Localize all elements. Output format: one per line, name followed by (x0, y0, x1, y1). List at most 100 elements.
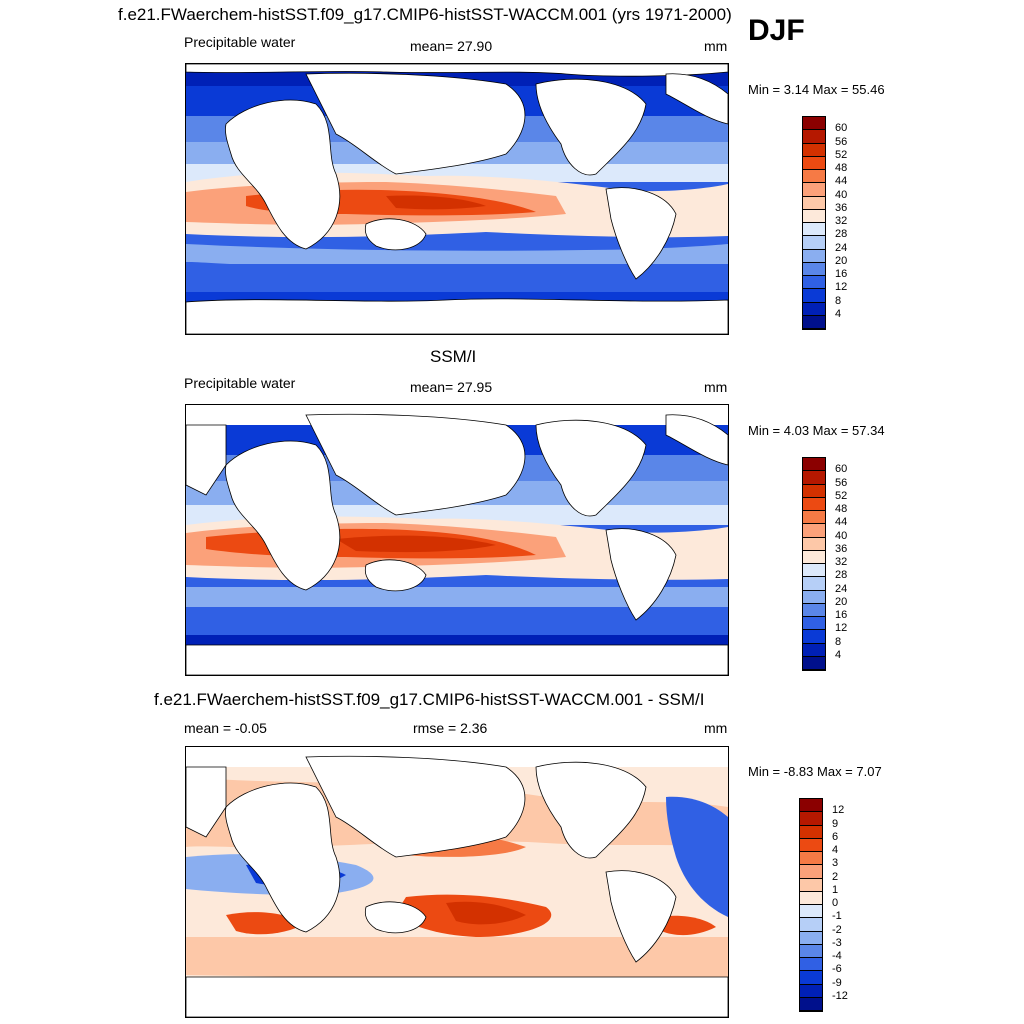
colorbar-box (803, 315, 825, 329)
colorbar-box (800, 971, 822, 985)
colorbar-tick-label: -6 (832, 963, 842, 976)
diff-map-field (186, 747, 728, 1017)
colorbar-box (803, 617, 825, 631)
diff-map (185, 746, 729, 1018)
colorbar-tick-label: 32 (835, 215, 848, 227)
colorbar-tick-label: 16 (835, 268, 848, 280)
colorbar-box (803, 156, 825, 170)
colorbar-box (803, 630, 825, 644)
colorbar-box (803, 603, 825, 617)
model-map (185, 63, 729, 335)
colorbar-tick-label: -12 (832, 989, 848, 1002)
colorbar-tick-label: 6 (832, 830, 839, 843)
colorbar-box (803, 577, 825, 591)
colorbar-tick-label: 40 (835, 529, 848, 542)
colorbar-box (803, 511, 825, 525)
colorbar-tick-label: 16 (835, 609, 848, 621)
colorbar-tick-label: 9 (832, 817, 839, 830)
colorbar-tick-label: 48 (835, 162, 848, 174)
colorbar-box (800, 918, 822, 932)
mean-label: mean= 27.90 (410, 38, 493, 54)
colorbar-box (803, 484, 825, 498)
colorbar-box (803, 643, 825, 657)
colorbar-tick-label: 60 (835, 463, 848, 476)
obs-colorbar-ticks: 60 56 52 48 44 40 36 32 28 24 20 16 12 8 4 (835, 457, 875, 669)
colorbar-box (803, 289, 825, 303)
diff-colorbar (799, 798, 823, 1012)
colorbar-tick-label: 20 (835, 254, 848, 267)
colorbar-box (803, 183, 825, 197)
colorbar-tick-label: 44 (835, 175, 848, 188)
units-label: mm (704, 38, 728, 54)
diff-colorbar-ticks: 12 9 6 4 3 2 1 0 -1 -2 -3 -4 -6 -9 -12 (832, 798, 872, 1010)
colorbar-tick-label: 4 (835, 307, 842, 320)
colorbar-tick-label: -3 (832, 936, 842, 949)
colorbar-box (803, 458, 825, 472)
model-colorbar (802, 116, 826, 330)
colorbar-box (803, 130, 825, 144)
colorbar-box (800, 997, 822, 1011)
colorbar-tick-label: 12 (835, 622, 848, 635)
colorbar-box (800, 984, 822, 998)
colorbar-box (803, 117, 825, 131)
colorbar-box (803, 302, 825, 316)
colorbar-box (800, 958, 822, 972)
colorbar-tick-label: 4 (832, 844, 839, 856)
colorbar-tick-label: 36 (835, 201, 848, 214)
model-map-field (186, 64, 728, 334)
colorbar-box (803, 143, 825, 157)
colorbar-box (803, 236, 825, 250)
colorbar-box (803, 249, 825, 263)
min-max-label: Min = -8.83 Max = 7.07 (748, 764, 882, 779)
mean-label: mean= 27.95 (410, 379, 493, 395)
colorbar-tick-label: -1 (832, 910, 842, 923)
colorbar-box (803, 590, 825, 604)
season-label: DJF (748, 14, 805, 47)
colorbar-box (803, 537, 825, 551)
colorbar-tick-label: -2 (832, 923, 842, 936)
colorbar-tick-label: 52 (835, 148, 848, 161)
colorbar-box (800, 905, 822, 919)
model-title: f.e21.FWaerchem-histSST.f09_g17.CMIP6-hi… (118, 5, 732, 24)
colorbar-box (803, 471, 825, 485)
colorbar-box (803, 550, 825, 564)
colorbar-box (803, 497, 825, 511)
colorbar-box (800, 878, 822, 892)
colorbar-tick-label: 56 (835, 135, 848, 148)
colorbar-tick-label: 12 (832, 804, 845, 817)
min-max-label: Min = 3.14 Max = 55.46 (748, 82, 885, 97)
obs-colorbar (802, 457, 826, 671)
colorbar-box (803, 170, 825, 184)
obs-map-field (186, 405, 728, 675)
colorbar-tick-label: 44 (835, 516, 848, 529)
colorbar-tick-label: 28 (835, 569, 848, 582)
colorbar-box (803, 196, 825, 210)
colorbar-box (800, 891, 822, 905)
units-label: mm (704, 379, 728, 395)
colorbar-box (800, 799, 822, 813)
colorbar-box (803, 524, 825, 538)
colorbar-box (803, 656, 825, 670)
colorbar-tick-label: 36 (835, 542, 848, 555)
colorbar-box (800, 931, 822, 945)
colorbar-tick-label: 4 (835, 648, 842, 661)
colorbar-box (800, 944, 822, 958)
units-label: mm (704, 720, 728, 736)
colorbar-box (803, 276, 825, 290)
colorbar-box (803, 564, 825, 578)
colorbar-box (803, 223, 825, 237)
colorbar-box (800, 865, 822, 879)
colorbar-box (800, 838, 822, 852)
colorbar-box (803, 209, 825, 223)
variable-label: Precipitable water (184, 34, 296, 50)
model-colorbar-ticks: 60 56 52 48 44 40 36 32 28 24 20 16 12 8 4 (835, 116, 875, 328)
colorbar-tick-label: 48 (835, 503, 848, 515)
colorbar-box (803, 262, 825, 276)
colorbar-box (800, 812, 822, 826)
colorbar-tick-label: 2 (832, 870, 839, 883)
colorbar-tick-label: 52 (835, 489, 848, 502)
colorbar-box (800, 825, 822, 839)
colorbar-tick-label: 3 (832, 857, 839, 870)
obs-panel-title: SSM/I (430, 347, 477, 366)
diff-mean-label: mean = -0.05 (184, 720, 267, 736)
